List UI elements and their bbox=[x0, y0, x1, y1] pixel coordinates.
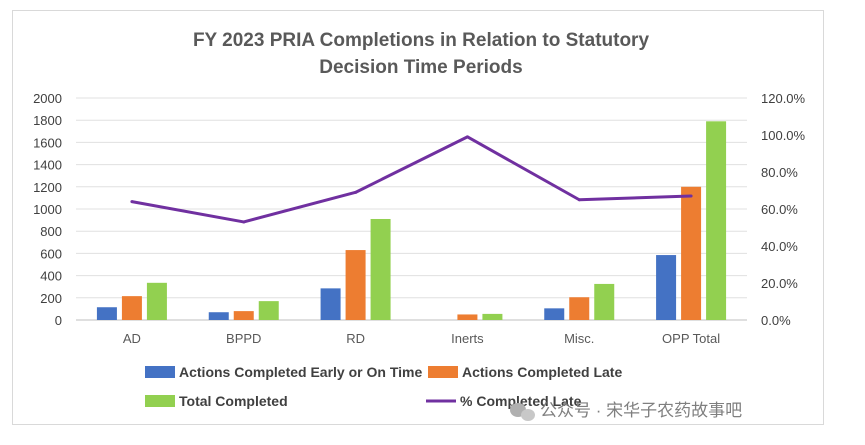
legend-swatch bbox=[145, 395, 175, 407]
y-right-tick-label: 20.0% bbox=[761, 276, 798, 291]
line-series bbox=[130, 135, 693, 224]
x-category-label: OPP Total bbox=[662, 331, 720, 346]
legend-swatch bbox=[145, 366, 175, 378]
legend: Actions Completed Early or On Time Action… bbox=[145, 364, 622, 409]
bar bbox=[544, 308, 565, 320]
bar bbox=[656, 255, 677, 320]
bars bbox=[96, 121, 727, 320]
bar bbox=[345, 250, 366, 320]
legend-swatch bbox=[428, 366, 458, 378]
gridlines bbox=[76, 97, 747, 321]
line-point bbox=[577, 198, 581, 202]
legend-label: Actions Completed Late bbox=[462, 364, 622, 380]
bar bbox=[706, 121, 727, 320]
bar bbox=[208, 312, 229, 320]
line-point bbox=[689, 194, 693, 198]
y-right-tick-label: 0.0% bbox=[761, 313, 791, 328]
legend-label: % Completed Late bbox=[460, 393, 582, 409]
y-right-tick-label: 40.0% bbox=[761, 239, 798, 254]
x-category-label: BPPD bbox=[226, 331, 261, 346]
x-category-label: AD bbox=[123, 331, 141, 346]
y-left-tick-label: 200 bbox=[40, 291, 62, 306]
bar bbox=[594, 283, 615, 320]
x-category-label: Misc. bbox=[564, 331, 594, 346]
y-left-tick-label: 1400 bbox=[33, 158, 62, 173]
bar bbox=[457, 314, 478, 320]
chart-title-line2: Decision Time Periods bbox=[319, 57, 522, 78]
bar bbox=[482, 313, 503, 320]
line-point bbox=[242, 220, 246, 224]
legend-label: Actions Completed Early or On Time bbox=[179, 364, 422, 380]
bar bbox=[370, 218, 391, 320]
line-point bbox=[130, 200, 134, 204]
legend-label: Total Completed bbox=[179, 393, 288, 409]
line-series-path bbox=[131, 135, 692, 224]
y-left-tick-label: 0 bbox=[55, 313, 62, 328]
bar bbox=[681, 186, 702, 320]
wechat-icon bbox=[510, 403, 535, 421]
bar bbox=[233, 311, 254, 320]
y-right-tick-label: 60.0% bbox=[761, 202, 798, 217]
bar bbox=[96, 307, 117, 320]
bar bbox=[146, 282, 167, 320]
line-point bbox=[354, 190, 358, 194]
x-category-label: Inerts bbox=[451, 331, 484, 346]
y-left-tick-label: 600 bbox=[40, 246, 62, 261]
watermark: 公众号 · 宋华子农药故事吧 bbox=[510, 401, 742, 421]
watermark-text: 公众号 · 宋华子农药故事吧 bbox=[540, 401, 742, 420]
x-category-label: RD bbox=[346, 331, 365, 346]
bar bbox=[569, 297, 590, 320]
y-right-tick-label: 80.0% bbox=[761, 165, 798, 180]
y-right-tick-label: 100.0% bbox=[761, 128, 806, 143]
y-left-tick-label: 1200 bbox=[33, 180, 62, 195]
y-left-tick-label: 1600 bbox=[33, 135, 62, 150]
chart-title-line1: FY 2023 PRIA Completions in Relation to … bbox=[193, 30, 649, 51]
y-left-tick-label: 400 bbox=[40, 269, 62, 284]
bar bbox=[320, 288, 341, 320]
y-left-tick-label: 2000 bbox=[33, 91, 62, 106]
y-left-tick-label: 800 bbox=[40, 224, 62, 239]
line-point bbox=[465, 135, 469, 139]
bar bbox=[258, 301, 279, 320]
y-left-tick-label: 1800 bbox=[33, 113, 62, 128]
axes: 0 200 400 600 800 1000 1200 1400 1600 1800 2000 0.0… bbox=[33, 91, 805, 346]
bar bbox=[121, 296, 142, 320]
y-left-tick-label: 1000 bbox=[33, 202, 62, 217]
y-right-tick-label: 120.0% bbox=[761, 91, 806, 106]
